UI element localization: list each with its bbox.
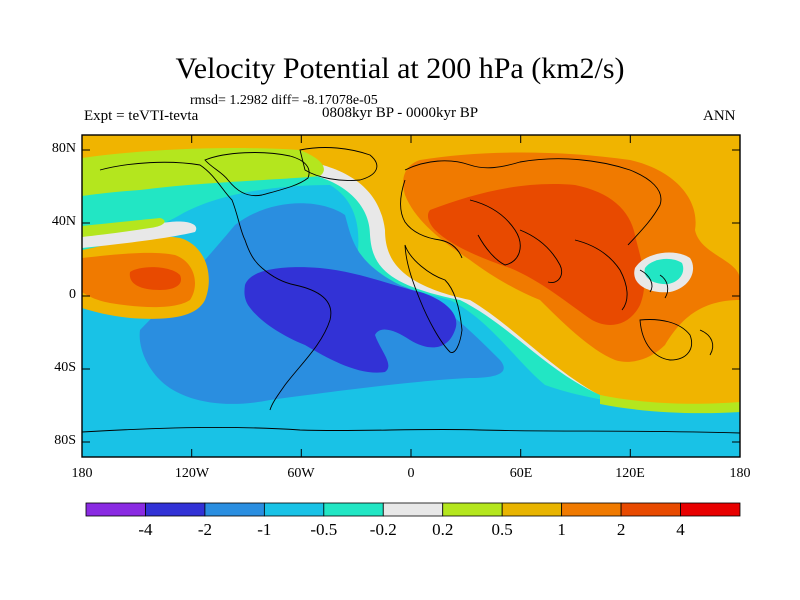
y-tick-label: 40N — [51, 214, 76, 229]
colorbar-label: 4 — [676, 520, 685, 539]
colorbar-label: -4 — [138, 520, 153, 539]
x-tick-label: 180 — [71, 466, 93, 481]
colorbar-box — [680, 502, 741, 517]
colorbar-label: 0.5 — [491, 520, 513, 539]
colorbar-label: -0.5 — [310, 520, 338, 539]
colorbar-box — [263, 502, 325, 517]
plot-frame — [81, 134, 741, 458]
colorbar-box — [85, 502, 146, 517]
colorbar-label: -2 — [197, 520, 212, 539]
experiment-label: Expt = teVTI-tevta — [84, 108, 199, 124]
colorbar-box — [442, 502, 503, 517]
colorbar — [85, 502, 741, 517]
season-label: ANN — [703, 108, 736, 124]
colorbar-box — [561, 502, 622, 517]
x-tick-label: 180 — [729, 466, 751, 481]
y-tick-label: 80S — [54, 433, 76, 448]
colorbar-box — [323, 502, 384, 517]
colorbar-box — [204, 502, 265, 517]
colorbar-label: 2 — [616, 520, 626, 539]
y-tick-label: 80N — [51, 141, 76, 156]
y-tick-label: 0 — [69, 287, 76, 302]
y-tick-label: 40S — [54, 360, 76, 375]
velocity-potential-field — [82, 135, 740, 457]
colorbar-box — [145, 502, 206, 517]
coastlines — [82, 147, 740, 434]
colorbar-box — [620, 502, 681, 517]
x-tick-label: 0 — [407, 466, 415, 481]
x-tick-label: 120W — [174, 466, 210, 481]
stats-line: rmsd= 1.2982 diff= -8.17078e-05 — [190, 93, 378, 108]
colorbar-box — [382, 502, 444, 517]
plot-title: Velocity Potential at 200 hPa (km2/s) — [175, 52, 625, 85]
colorbar-label: -0.2 — [369, 520, 397, 539]
colorbar-label: 1 — [557, 520, 566, 539]
colorbar-label: 0.2 — [432, 520, 454, 539]
period-label: 0808kyr BP - 0000kyr BP — [322, 105, 479, 121]
colorbar-box — [501, 502, 563, 517]
x-tick-label: 60W — [287, 466, 315, 481]
x-tick-label: 120E — [615, 466, 645, 481]
colorbar-label: -1 — [257, 520, 272, 539]
x-tick-label: 60E — [509, 466, 533, 481]
